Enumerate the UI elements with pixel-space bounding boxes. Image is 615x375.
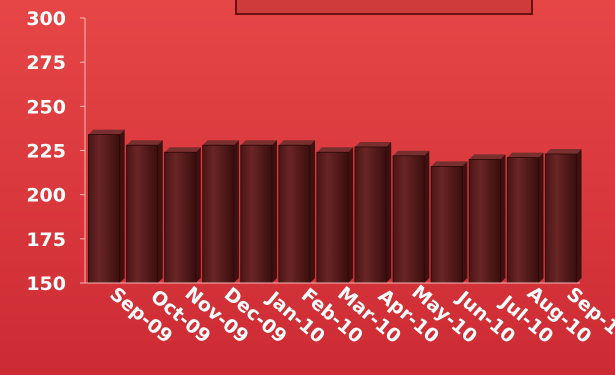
- bar: [203, 140, 239, 283]
- bar-front-face: [241, 145, 272, 283]
- bar-front-face: [127, 145, 158, 283]
- bar-top-face: [431, 161, 467, 166]
- bar: [393, 151, 429, 283]
- bar-side-face: [538, 153, 543, 283]
- bar-top-face: [165, 147, 201, 152]
- bar-front-face: [431, 166, 462, 283]
- bar-side-face: [158, 140, 163, 283]
- bar: [165, 147, 201, 283]
- bar-top-face: [355, 142, 391, 147]
- y-tick-label: 300: [26, 8, 66, 30]
- bar: [507, 153, 543, 283]
- bar-side-face: [386, 142, 391, 283]
- bar-top-face: [317, 147, 353, 152]
- y-tick-label: 275: [26, 52, 66, 74]
- bar: [469, 154, 505, 283]
- bar-top-face: [279, 140, 315, 145]
- bar-side-face: [462, 161, 467, 283]
- bar-front-face: [355, 147, 386, 283]
- bar-side-face: [272, 140, 277, 283]
- bar-front-face: [469, 159, 500, 283]
- bar-side-face: [120, 130, 125, 283]
- bar-front-face: [545, 154, 576, 283]
- bar-side-face: [196, 147, 201, 283]
- bar-front-face: [88, 135, 119, 283]
- bar-top-face: [393, 151, 429, 156]
- bar-front-face: [279, 145, 310, 283]
- bar-top-face: [507, 153, 543, 158]
- bar-side-face: [234, 140, 239, 283]
- bar: [88, 130, 124, 283]
- bar-front-face: [507, 158, 538, 283]
- y-tick-label: 200: [26, 185, 66, 207]
- bar-side-face: [424, 151, 429, 283]
- bar-side-face: [348, 147, 353, 283]
- bar-top-face: [545, 149, 581, 154]
- bar: [355, 142, 391, 283]
- y-tick-label: 150: [26, 273, 66, 295]
- bar-front-face: [317, 152, 348, 283]
- bar-side-face: [310, 140, 315, 283]
- legend-box: [236, 0, 532, 14]
- bar-front-face: [393, 156, 424, 283]
- bar-top-face: [88, 130, 124, 135]
- y-tick-label: 175: [26, 229, 66, 251]
- bar-front-face: [203, 145, 234, 283]
- bar-side-face: [500, 154, 505, 283]
- y-tick-label: 225: [26, 141, 66, 163]
- bar-top-face: [469, 154, 505, 159]
- bar-top-face: [241, 140, 277, 145]
- bar: [279, 140, 315, 283]
- bar-front-face: [165, 152, 196, 283]
- bar-top-face: [127, 140, 163, 145]
- bar: [241, 140, 277, 283]
- bar: [317, 147, 353, 283]
- bar-top-face: [203, 140, 239, 145]
- bar: [545, 149, 581, 283]
- bar: [127, 140, 163, 283]
- y-tick-label: 250: [26, 96, 66, 118]
- bar: [431, 161, 467, 283]
- bar-side-face: [577, 149, 582, 283]
